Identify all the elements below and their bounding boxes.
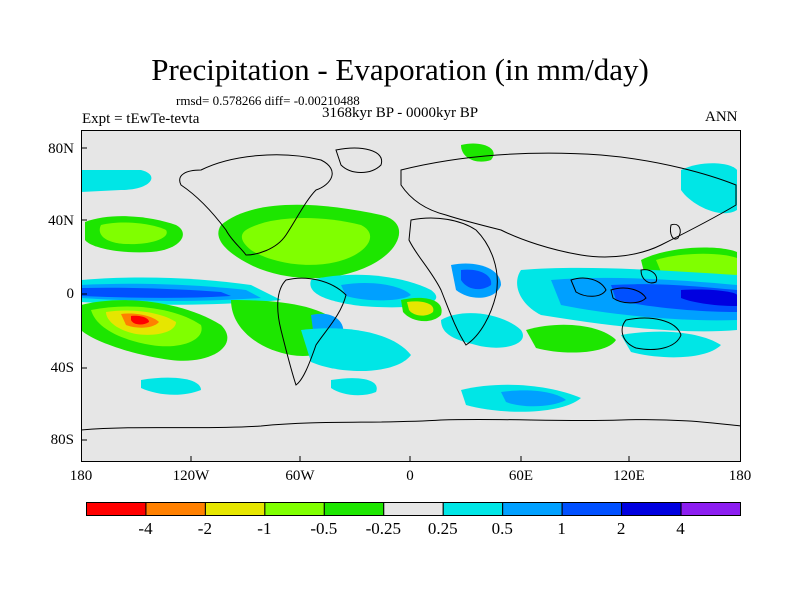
coast-greenland	[335, 147, 383, 173]
colorbar-box	[561, 502, 623, 516]
lat-label-equator: 0	[66, 286, 75, 302]
season-label: ANN	[705, 109, 738, 125]
coast-africa	[408, 217, 498, 346]
colorbar-label: -0.5	[310, 519, 338, 538]
coast-south-america	[277, 277, 347, 386]
colorbar-box	[502, 502, 563, 516]
colorbar-box	[264, 502, 325, 516]
colorbar-label: 2	[616, 519, 626, 538]
lon-label-60e: 60E	[508, 468, 534, 484]
experiment-label: Expt = tEwTe-tevta	[82, 111, 200, 127]
colorbar-box	[383, 502, 444, 516]
contour-fields	[81, 143, 737, 412]
colorbar-box	[86, 502, 147, 516]
colorbar-label: -0.25	[365, 519, 401, 538]
lon-label-60w: 60W	[285, 468, 315, 484]
lon-label-180w: 180	[69, 468, 93, 484]
coast-eurasia	[400, 152, 737, 258]
stats-text: rmsd= 0.578266 diff= -0.00210488	[176, 93, 360, 108]
colorbar-label: 4	[676, 519, 685, 538]
coast-maritime-continent	[570, 269, 658, 304]
lon-label-120e: 120E	[613, 468, 645, 484]
colorbar-box	[442, 502, 504, 516]
colorbar-label: 0.5	[491, 519, 513, 538]
period-label: 3168kyr BP - 0000kyr BP	[322, 105, 479, 121]
map-title: Precipitation - Evaporation (in mm/day)	[151, 52, 649, 87]
colorbar-label: -4	[138, 519, 153, 538]
colorbar-box	[680, 502, 741, 516]
colorbar-box	[323, 502, 385, 516]
coast-australia	[621, 317, 682, 350]
lat-label-40s: 40S	[50, 360, 74, 376]
lon-label-180e: 180	[728, 468, 752, 484]
coast-antarctica	[81, 418, 741, 431]
coast-north-america	[179, 154, 333, 256]
precip-evap-map	[81, 130, 741, 462]
colorbar	[86, 502, 741, 516]
coast-japan	[670, 223, 681, 240]
lat-label-40n: 40N	[48, 213, 74, 229]
lon-label-0: 0	[406, 468, 414, 484]
coastlines	[81, 147, 741, 431]
colorbar-label: 1	[557, 519, 566, 538]
map-ticks	[81, 147, 630, 462]
lon-label-120w: 120W	[172, 468, 210, 484]
colorbar-box	[204, 502, 266, 516]
colorbar-box	[621, 502, 682, 516]
map-frame	[81, 130, 741, 462]
lat-label-80s: 80S	[50, 432, 74, 448]
colorbar-label: 0.25	[427, 519, 458, 538]
colorbar-label: -2	[197, 519, 212, 538]
colorbar-label: -1	[257, 519, 272, 538]
lat-label-80n: 80N	[48, 141, 74, 157]
colorbar-box	[145, 502, 206, 516]
